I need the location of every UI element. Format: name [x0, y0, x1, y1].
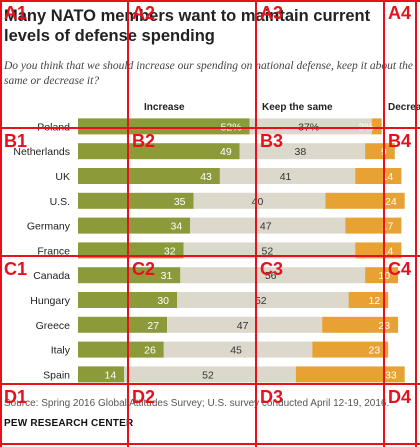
legend-increase: Increase [144, 102, 185, 113]
increase-value-label: 31 [161, 270, 173, 282]
increase-value-label: 34 [171, 221, 183, 233]
keep-same-value-label: 52 [202, 369, 214, 381]
keep-same-value-label: 52 [262, 245, 274, 257]
category-label: Hungary [30, 295, 70, 307]
increase-bar [78, 118, 250, 135]
keep-same-bar [180, 267, 366, 284]
legend-decrease: Decrease [388, 102, 420, 113]
category-label: France [37, 245, 70, 257]
keep-same-value-label: 40 [252, 196, 264, 208]
decrease-bar [348, 292, 389, 308]
decrease-value-label: 12 [369, 295, 381, 307]
category-label: Germany [27, 221, 71, 233]
decrease-value-label: 33 [385, 369, 397, 381]
decrease-bar [295, 366, 405, 383]
decrease-bar [365, 143, 395, 160]
decrease-value-label: 9 [381, 146, 387, 158]
category-label: Canada [33, 270, 70, 282]
increase-value-label: 26 [144, 345, 156, 357]
increase-value-label: 30 [157, 295, 169, 307]
category-label: Italy [51, 345, 71, 357]
decrease-bar [322, 316, 399, 333]
decrease-bar [355, 168, 402, 184]
increase-bar [78, 366, 125, 383]
organization-credit: PEW RESEARCH CENTER [4, 418, 134, 429]
keep-same-bar [124, 366, 296, 383]
category-label: Greece [36, 320, 71, 332]
increase-value-label: 14 [105, 369, 117, 381]
increase-value-label: 52% [221, 121, 242, 133]
decrease-bar [345, 217, 402, 234]
decrease-value-label: 23 [378, 320, 390, 332]
keep-same-value-label: 52 [255, 295, 267, 307]
decrease-bar [355, 242, 402, 259]
increase-value-label: 49 [220, 146, 232, 158]
category-label: Poland [37, 121, 70, 133]
keep-same-bar [239, 143, 366, 160]
chart-subtitle: Do you think that we should increase our… [4, 60, 414, 87]
decrease-bar [365, 267, 399, 284]
increase-value-label: 43 [200, 171, 212, 183]
decrease-bar [312, 341, 389, 358]
category-label: U.S. [50, 196, 70, 208]
decrease-value-label: 17 [382, 221, 394, 233]
increase-value-label: 27 [147, 320, 159, 332]
increase-bar [78, 316, 168, 333]
decrease-value-label: 23 [369, 345, 381, 357]
keep-same-bar [163, 341, 313, 358]
decrease-bar [371, 118, 382, 135]
keep-same-value-label: 45 [230, 345, 242, 357]
category-label: UK [55, 171, 70, 183]
keep-same-bar [193, 192, 326, 209]
source-note: Source: Spring 2016 Global Attitudes Sur… [4, 398, 390, 409]
keep-same-value-label: 41 [280, 171, 292, 183]
keep-same-bar [190, 217, 346, 234]
increase-bar [78, 242, 184, 259]
increase-value-label: 35 [174, 196, 186, 208]
keep-same-value-label: 37% [298, 121, 319, 133]
keep-same-bar [183, 242, 356, 259]
chart-title: Many NATO members want to maintain curre… [4, 7, 371, 45]
decrease-value-label: 14 [382, 171, 394, 183]
category-label: Spain [43, 369, 70, 381]
increase-bar [78, 192, 194, 209]
increase-bar [78, 267, 181, 284]
keep-same-value-label: 56 [265, 270, 277, 282]
keep-same-value-label: 47 [260, 221, 272, 233]
keep-same-bar [177, 292, 349, 308]
increase-bar [78, 341, 164, 358]
category-label: Netherlands [13, 146, 70, 158]
decrease-value-label: 10 [378, 270, 390, 282]
decrease-value-label: 14 [382, 245, 394, 257]
keep-same-value-label: 38 [295, 146, 307, 158]
increase-bar [78, 143, 240, 160]
keep-same-bar [219, 168, 356, 184]
keep-same-bar [249, 118, 372, 135]
increase-bar [78, 168, 220, 184]
decrease-value-label: 24 [385, 196, 397, 208]
increase-value-label: 32 [164, 245, 176, 257]
keep-same-bar [167, 316, 323, 333]
legend-keep-same: Keep the same [262, 102, 333, 113]
keep-same-value-label: 47 [237, 320, 249, 332]
increase-bar [78, 217, 191, 234]
decrease-value-label: 3% [358, 121, 373, 133]
